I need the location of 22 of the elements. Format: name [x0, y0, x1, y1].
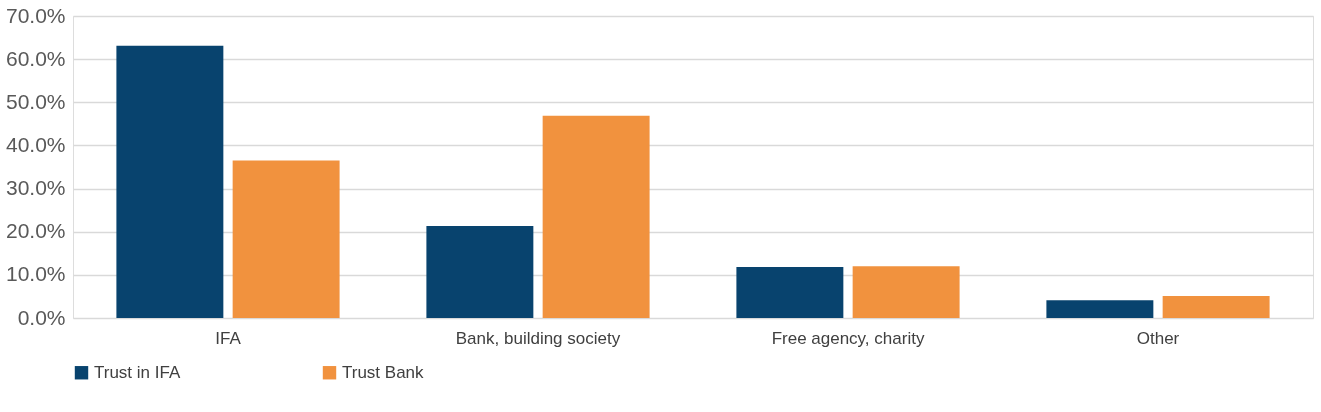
y-tick-label: 40.0%: [5, 132, 66, 156]
bar: [1162, 296, 1270, 318]
x-tick-label: Free agency, charity: [771, 328, 925, 348]
bar: [542, 115, 650, 318]
x-tick-label: IFA: [215, 328, 242, 348]
bar: [232, 160, 340, 318]
y-tick-label: 20.0%: [5, 219, 66, 243]
y-tick-label: 70.0%: [5, 3, 66, 27]
bar: [852, 266, 960, 318]
y-tick-label: 10.0%: [5, 262, 66, 286]
y-tick-label: 30.0%: [5, 176, 66, 200]
y-tick-label: 0.0%: [17, 305, 66, 329]
bar: [116, 45, 224, 318]
legend-label: Trust in IFA: [94, 362, 181, 382]
bar: [426, 226, 534, 318]
y-tick-label: 60.0%: [5, 46, 66, 70]
legend-label: Trust Bank: [342, 362, 425, 382]
x-tick-label: Bank, building society: [455, 328, 621, 348]
bar: [736, 267, 844, 318]
x-tick-label: Other: [1136, 328, 1180, 348]
y-tick-label: 50.0%: [5, 89, 66, 113]
bar: [1046, 300, 1154, 318]
